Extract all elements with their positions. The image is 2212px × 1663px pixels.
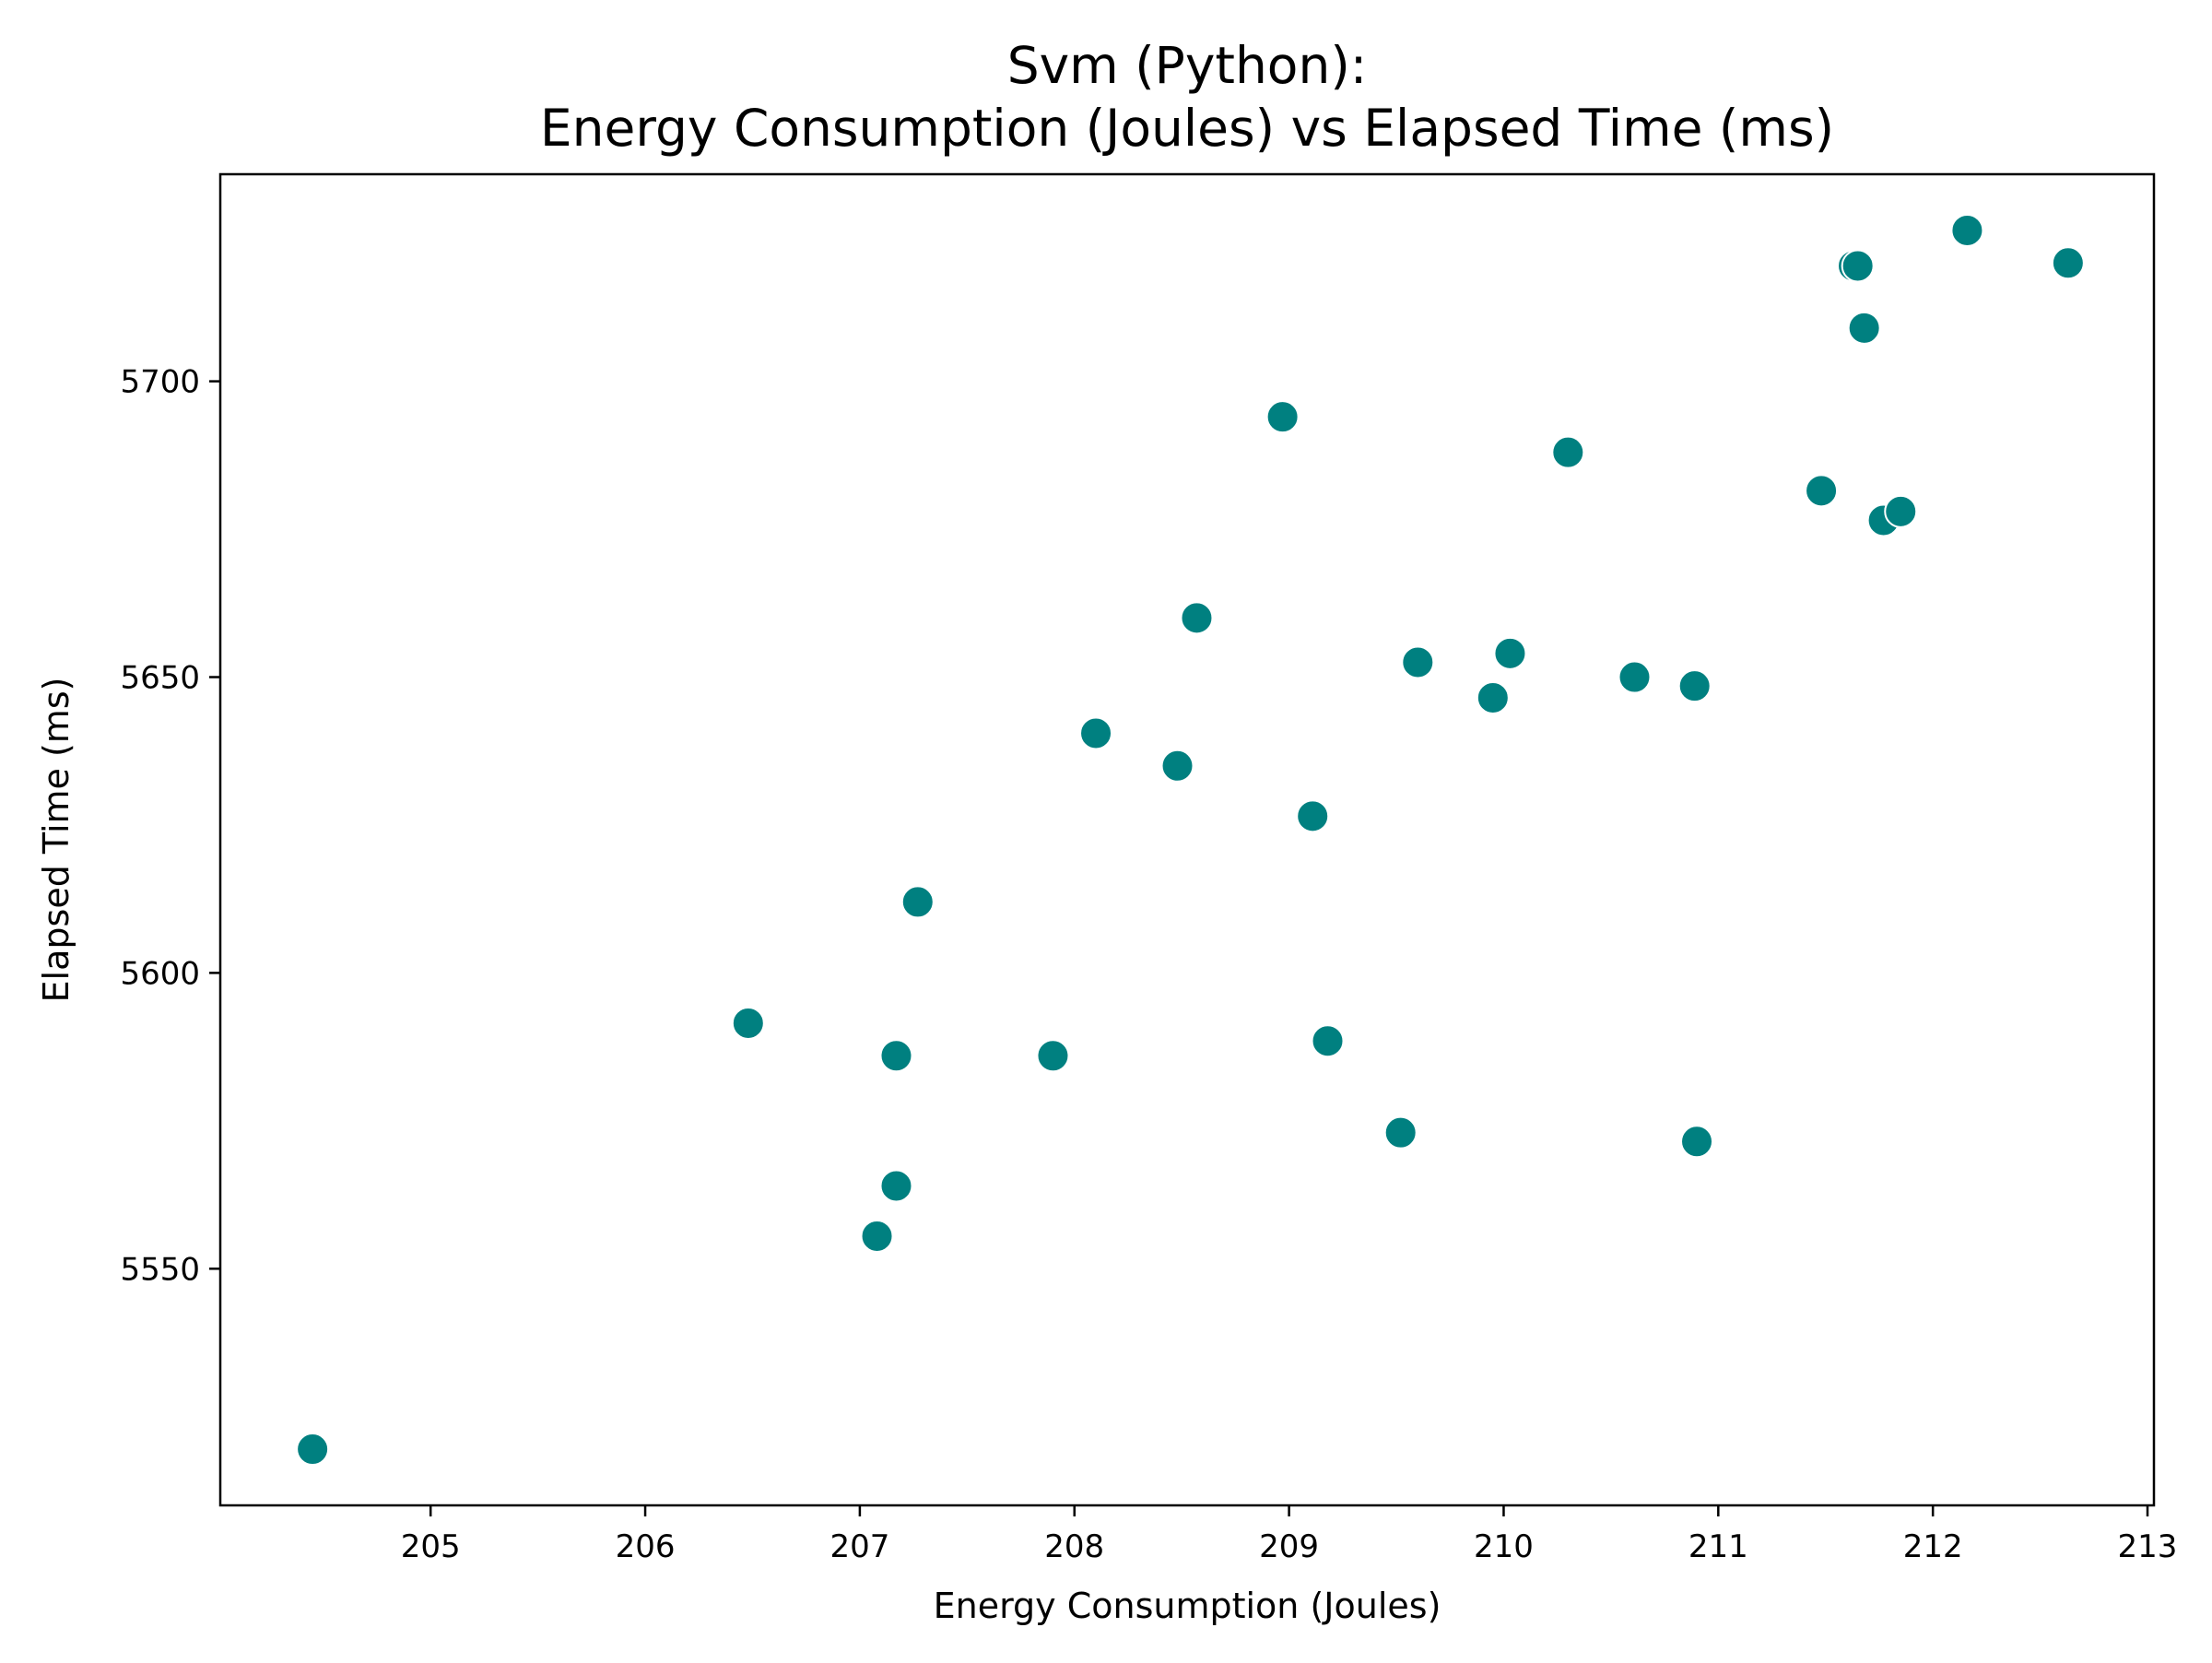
x-tick-label: 210 [1474,1528,1534,1565]
scatter-point [1311,1024,1345,1058]
scatter-point [879,1039,913,1073]
scatter-point [1805,474,1839,508]
x-axis-ticks: 205 206 207 208 209 210 211 212 213 [401,1505,2178,1565]
x-tick-label: 205 [401,1528,461,1565]
y-tick-label: 5700 [120,364,200,401]
scatter-point [1296,799,1330,833]
scatter-point [1265,400,1300,434]
scatter-point [1180,601,1214,635]
scatter-point [1160,749,1194,783]
x-axis-label: Energy Consumption (Joules) [934,1586,1441,1626]
plot-frame [218,172,2156,1507]
scatter-point [1618,660,1652,694]
y-tick-label: 5550 [120,1251,200,1288]
chart-title-line-2: Energy Consumption (Joules) vs Elapsed T… [540,99,1834,158]
scatter-point [879,1169,913,1203]
scatter-point [1401,645,1435,679]
scatter-point [1950,213,1984,247]
y-tick-label: 5650 [120,660,200,697]
scatter-point [1680,1125,1714,1159]
scatter-point [1079,716,1113,750]
x-tick-label: 211 [1688,1528,1748,1565]
y-axis-label: Elapsed Time (ms) [36,678,76,1003]
y-axis-ticks: 5550 5600 5650 5700 [120,364,220,1288]
scatter-point [1551,435,1585,469]
scatter-point [1036,1039,1070,1073]
scatter-point [1677,669,1712,703]
scatter-point [900,885,935,919]
scatter-point [1841,249,1875,283]
chart-title-line-1: Svm (Python): [1007,36,1368,95]
x-tick-label: 207 [830,1528,889,1565]
scatter-point [731,1006,765,1040]
x-tick-label: 213 [2118,1528,2178,1565]
scatter-point [860,1219,894,1253]
scatter-point [1476,680,1510,714]
y-tick-label: 5600 [120,955,200,992]
scatter-point [1493,636,1527,670]
x-tick-label: 212 [1903,1528,1963,1565]
x-tick-label: 206 [616,1528,676,1565]
scatter-point [1383,1115,1418,1150]
x-tick-label: 208 [1044,1528,1104,1565]
scatter-point [1847,311,1881,345]
data-points [296,213,2085,1467]
scatter-point [2051,246,2085,280]
scatter-point [1884,494,1918,528]
scatter-point [296,1433,330,1467]
x-tick-label: 209 [1259,1528,1319,1565]
